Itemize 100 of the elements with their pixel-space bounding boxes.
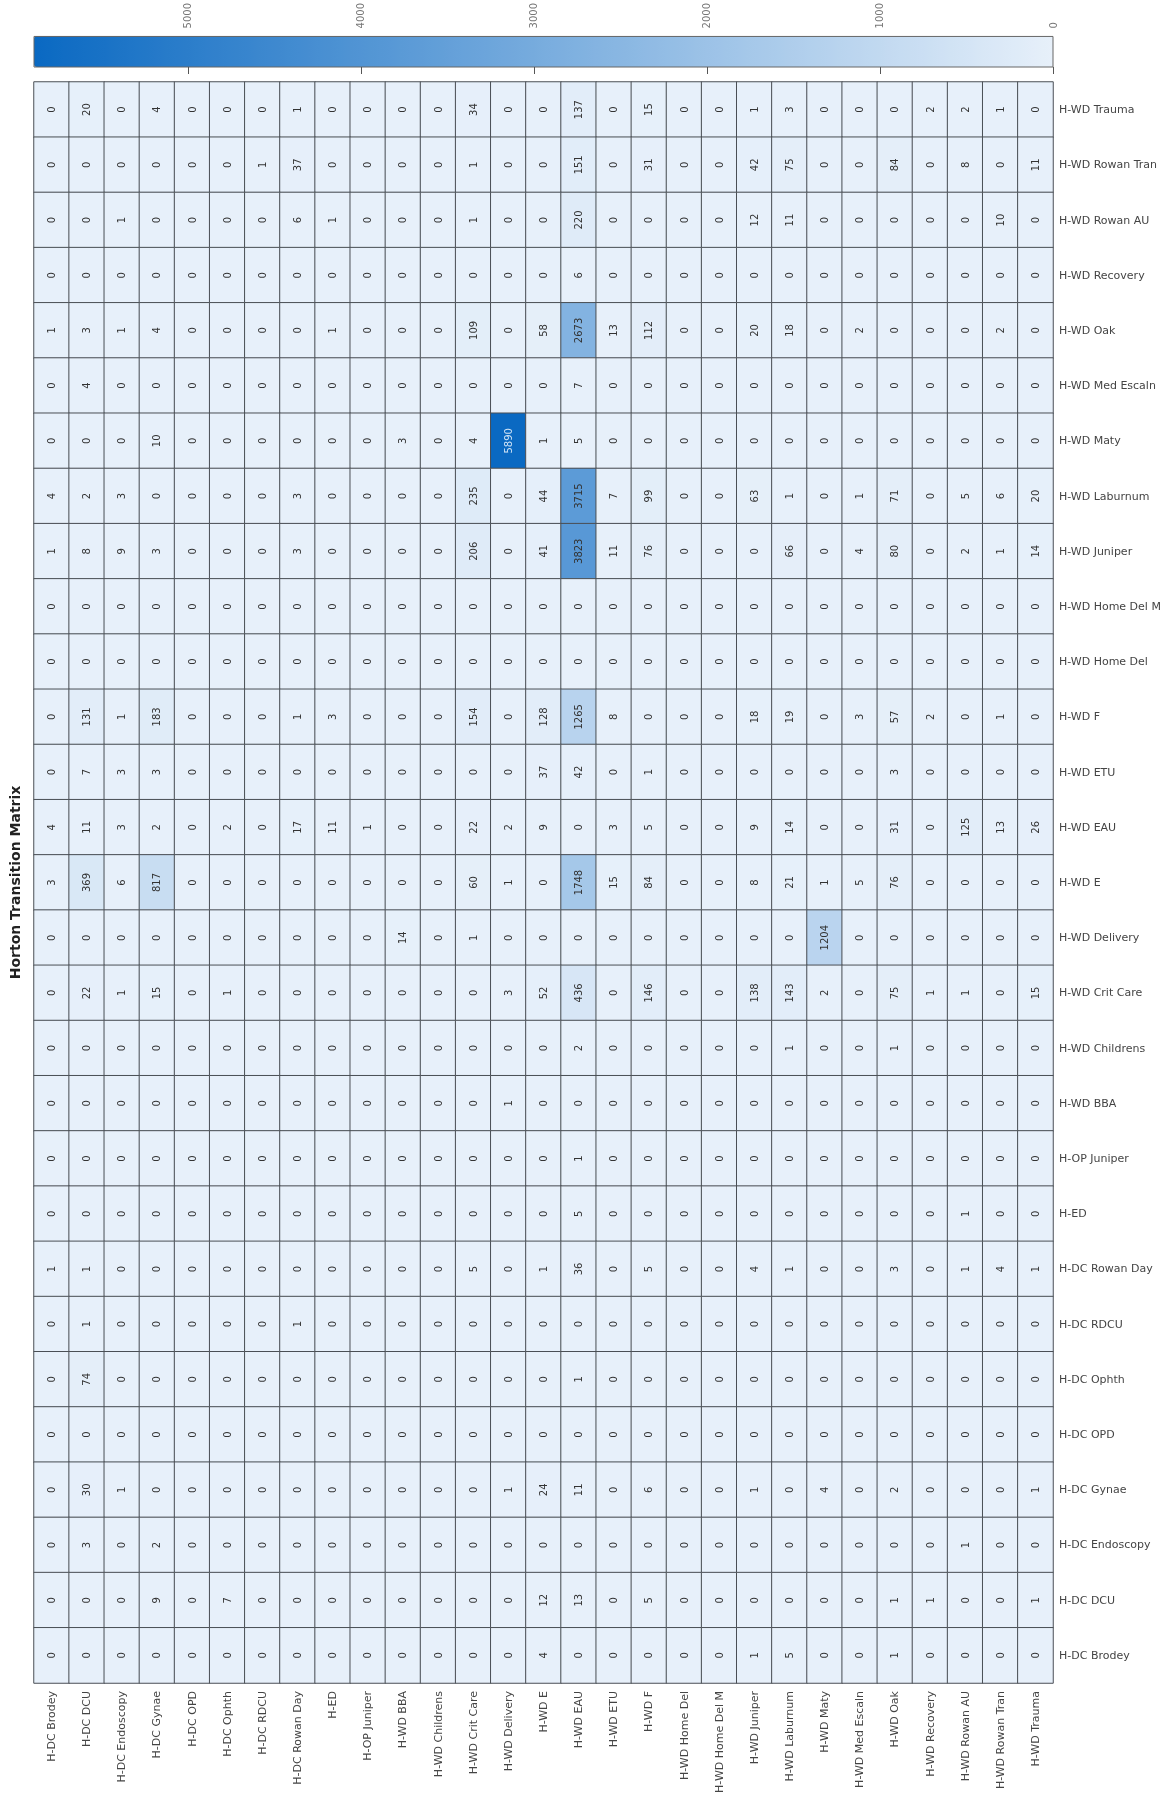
data-label: 0	[397, 1210, 409, 1217]
data-label: 0	[713, 658, 725, 665]
data-label: 0	[432, 1541, 444, 1549]
data-label: 0	[924, 272, 936, 279]
data-label: 1204	[819, 924, 831, 951]
data-label: 0	[362, 1155, 374, 1162]
x-tick-label: H-DC Gynae	[150, 1690, 164, 1759]
x-tick-label: H-WD Home Del	[677, 1691, 691, 1780]
data-label: 76	[889, 876, 901, 889]
y-tick-label: H-WD Home Del M	[1059, 599, 1161, 613]
data-label: 0	[221, 1431, 233, 1438]
data-label: 0	[151, 1100, 163, 1107]
data-label: 0	[221, 1376, 233, 1383]
data-label: 0	[186, 989, 198, 997]
x-tick-label: H-DC RDCU	[255, 1691, 269, 1755]
data-label: 4	[151, 106, 163, 113]
data-label: 0	[46, 989, 58, 997]
data-label: 0	[116, 658, 128, 665]
data-label: 0	[854, 1597, 866, 1604]
data-label: 5	[573, 437, 585, 445]
data-label: 0	[713, 713, 725, 721]
data-label: 0	[678, 768, 690, 776]
color-bar-label: 2000	[701, 3, 713, 29]
data-label: 0	[678, 934, 690, 941]
data-label: 0	[46, 161, 58, 168]
data-label: 0	[959, 713, 971, 721]
data-label: 0	[924, 603, 936, 610]
data-label: 0	[256, 658, 268, 665]
data-label: 0	[854, 1265, 866, 1273]
data-label: 0	[959, 768, 971, 776]
data-label: 0	[713, 216, 725, 224]
data-label: 0	[327, 1541, 339, 1549]
data-label: 0	[151, 1320, 163, 1328]
data-label: 0	[994, 768, 1006, 776]
data-label: 0	[116, 437, 128, 445]
y-tick-label: H-WD ETU	[1059, 765, 1116, 779]
data-label: 0	[292, 382, 304, 389]
data-label: 9	[538, 824, 549, 831]
data-label: 1	[502, 879, 514, 886]
data-label: 0	[397, 1541, 409, 1549]
data-label: 0	[116, 603, 128, 610]
data-label: 0	[854, 106, 866, 113]
data-label: 183	[151, 707, 163, 727]
data-label: 0	[502, 1597, 514, 1604]
data-label: 0	[362, 1100, 374, 1107]
data-label: 3	[292, 548, 304, 555]
data-label: 0	[397, 327, 409, 334]
data-label: 0	[678, 1541, 690, 1549]
data-label: 0	[748, 934, 760, 941]
data-label: 0	[397, 106, 409, 113]
data-label: 0	[362, 603, 374, 610]
data-label: 369	[81, 872, 93, 893]
data-label: 0	[502, 603, 514, 610]
data-label: 0	[327, 1376, 339, 1383]
y-tick-label: H-DC DCU	[1059, 1593, 1116, 1607]
data-label: 2	[854, 327, 866, 334]
data-label: 7	[573, 382, 585, 389]
data-label: 0	[221, 1044, 233, 1052]
data-label: 817	[151, 872, 163, 893]
data-label: 137	[573, 100, 585, 120]
data-label: 0	[924, 1486, 936, 1493]
data-label: 0	[748, 1155, 760, 1162]
data-label: 0	[1029, 1431, 1041, 1438]
y-tick-label: H-DC OPD	[1059, 1428, 1115, 1442]
data-label: 0	[256, 768, 268, 776]
y-tick-label: H-WD Juniper	[1059, 544, 1133, 558]
data-label: 0	[186, 1652, 198, 1659]
data-label: 0	[221, 713, 233, 721]
data-label: 0	[116, 1431, 128, 1438]
data-label: 0	[713, 1541, 725, 1549]
data-label: 0	[292, 327, 304, 334]
data-label: 0	[467, 1320, 479, 1328]
data-label: 0	[889, 272, 901, 279]
data-label: 21	[783, 876, 795, 889]
data-label: 0	[151, 161, 163, 168]
data-label: 0	[186, 1597, 198, 1604]
data-label: 0	[678, 713, 690, 721]
data-label: 9	[116, 548, 128, 555]
data-label: 0	[959, 1376, 971, 1383]
data-label: 22	[81, 986, 93, 1000]
data-label: 0	[221, 934, 233, 941]
data-label: 0	[678, 1486, 690, 1493]
data-label: 0	[362, 216, 374, 224]
data-label: 0	[538, 216, 549, 224]
data-label: 0	[994, 879, 1006, 886]
x-tick-label: H-WD EAU	[572, 1691, 586, 1749]
data-label: 0	[362, 1044, 374, 1052]
data-label: 0	[573, 1100, 585, 1107]
data-label: 1	[502, 1486, 514, 1493]
color-bar-label: 5000	[182, 3, 194, 29]
data-label: 1	[46, 548, 58, 555]
data-label: 0	[81, 1597, 93, 1604]
data-label: 0	[81, 934, 93, 941]
data-label: 0	[432, 1044, 444, 1052]
data-label: 0	[608, 1320, 620, 1328]
data-label: 0	[748, 1541, 760, 1549]
data-label: 0	[854, 989, 866, 997]
data-label: 0	[502, 1265, 514, 1273]
data-label: 0	[327, 989, 339, 997]
data-label: 0	[819, 161, 831, 168]
